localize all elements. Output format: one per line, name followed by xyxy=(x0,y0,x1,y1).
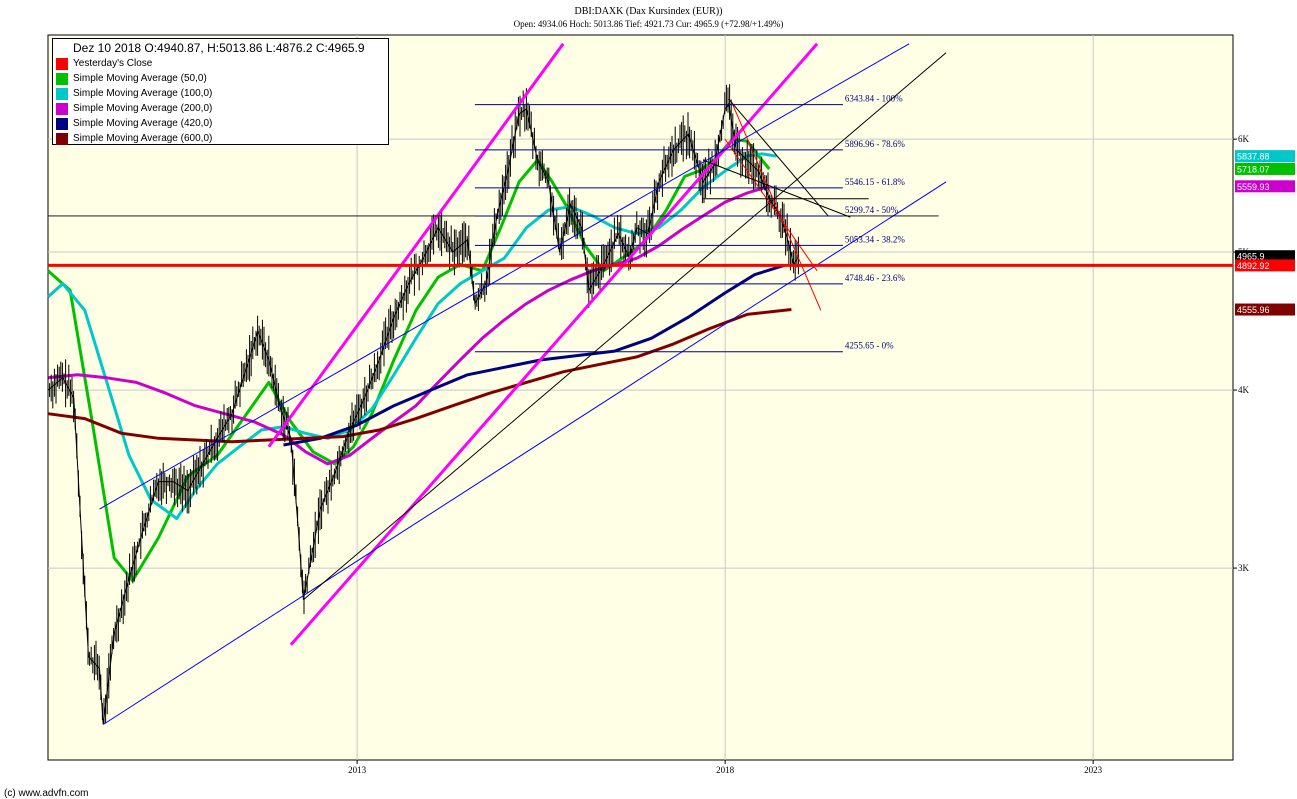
trend-line xyxy=(289,42,819,646)
price-badge-label: 5559.93 xyxy=(1237,182,1270,192)
chart-title: DBI:DAXK (Dax Kursindex (EUR)) xyxy=(574,6,723,17)
legend-item: Simple Moving Average (600,0) xyxy=(56,132,212,145)
price-badge-label: 4892.92 xyxy=(1237,261,1270,271)
price-badge xyxy=(1235,162,1295,175)
legend-swatch xyxy=(56,72,68,85)
fib-level-label: 4748.46 - 23.6% xyxy=(845,273,905,283)
legend-item: Simple Moving Average (420,0) xyxy=(56,117,212,130)
trend-line xyxy=(267,42,565,448)
y-tick-label: 4K xyxy=(1238,385,1250,395)
price-badge-label: 5718.07 xyxy=(1237,164,1270,174)
legend-item: Simple Moving Average (200,0) xyxy=(56,102,212,115)
trend-line xyxy=(102,181,947,725)
x-tick-label: 2023 xyxy=(1084,765,1103,775)
fib-level-label: 5053.34 - 38.2% xyxy=(845,234,905,244)
copyright-credit: (c) www.advfn.com xyxy=(4,788,89,799)
legend-title: Dez 10 2018 O:4940.87, H:5013.86 L:4876.… xyxy=(73,41,365,55)
price-badge xyxy=(1235,150,1295,163)
price-badge-label: 4965.9 xyxy=(1237,252,1265,262)
chart-subtitle: Open: 4934.06 Hoch: 5013.86 Tief: 4921.7… xyxy=(513,19,784,29)
legend-label: Simple Moving Average (420,0) xyxy=(73,118,213,129)
chart-legend: Dez 10 2018 O:4940.87, H:5013.86 L:4876.… xyxy=(52,38,389,145)
fib-level-label: 6343.84 - 100% xyxy=(845,94,903,104)
legend-label: Simple Moving Average (50,0) xyxy=(73,73,207,84)
x-tick-label: 2013 xyxy=(348,765,367,775)
price-badge xyxy=(1235,180,1295,193)
legend-label: Simple Moving Average (600,0) xyxy=(73,133,213,144)
legend-swatch xyxy=(56,132,68,145)
legend-swatch xyxy=(56,57,68,70)
trend-line xyxy=(702,159,851,218)
trend-line xyxy=(99,43,910,510)
legend-item: Simple Moving Average (50,0) xyxy=(56,72,207,85)
price-badge xyxy=(1235,250,1295,263)
fib-level-label: 4255.65 - 0% xyxy=(845,341,894,351)
fib-level-label: 5896.96 - 78.6% xyxy=(845,139,905,149)
price-badge xyxy=(1235,303,1295,316)
legend-item: Yesterday's Close xyxy=(56,57,152,70)
fib-level-label: 5299.74 - 50% xyxy=(845,205,899,215)
x-tick-label: 2018 xyxy=(716,765,735,775)
trend-line xyxy=(728,98,829,217)
trend-line xyxy=(732,103,822,311)
price-series xyxy=(47,84,800,725)
legend-swatch xyxy=(56,87,68,100)
legend-swatch xyxy=(56,117,68,130)
moving-average-line xyxy=(46,152,777,520)
y-tick-label: 3K xyxy=(1238,563,1250,573)
legend-label: Yesterday's Close xyxy=(73,58,153,69)
fib-level-label: 5546.15 - 61.8% xyxy=(845,177,905,187)
trend-line xyxy=(724,138,818,272)
legend-label: Simple Moving Average (200,0) xyxy=(73,103,213,114)
plot-area xyxy=(47,34,1234,761)
price-badge-label: 4555.96 xyxy=(1237,305,1270,315)
legend-item: Simple Moving Average (100,0) xyxy=(56,87,212,100)
legend-label: Simple Moving Average (100,0) xyxy=(73,88,213,99)
fibonacci-levels: 6343.84 - 100% 5896.96 - 78.6% 5546.15 - 6… xyxy=(474,94,905,353)
y-tick-label: 6K xyxy=(1238,134,1250,144)
price-badge-label: 5837.88 xyxy=(1237,152,1270,162)
price-badge xyxy=(1235,259,1295,272)
moving-average-line xyxy=(47,308,792,444)
trend-line xyxy=(303,52,947,601)
legend-swatch xyxy=(56,102,68,115)
